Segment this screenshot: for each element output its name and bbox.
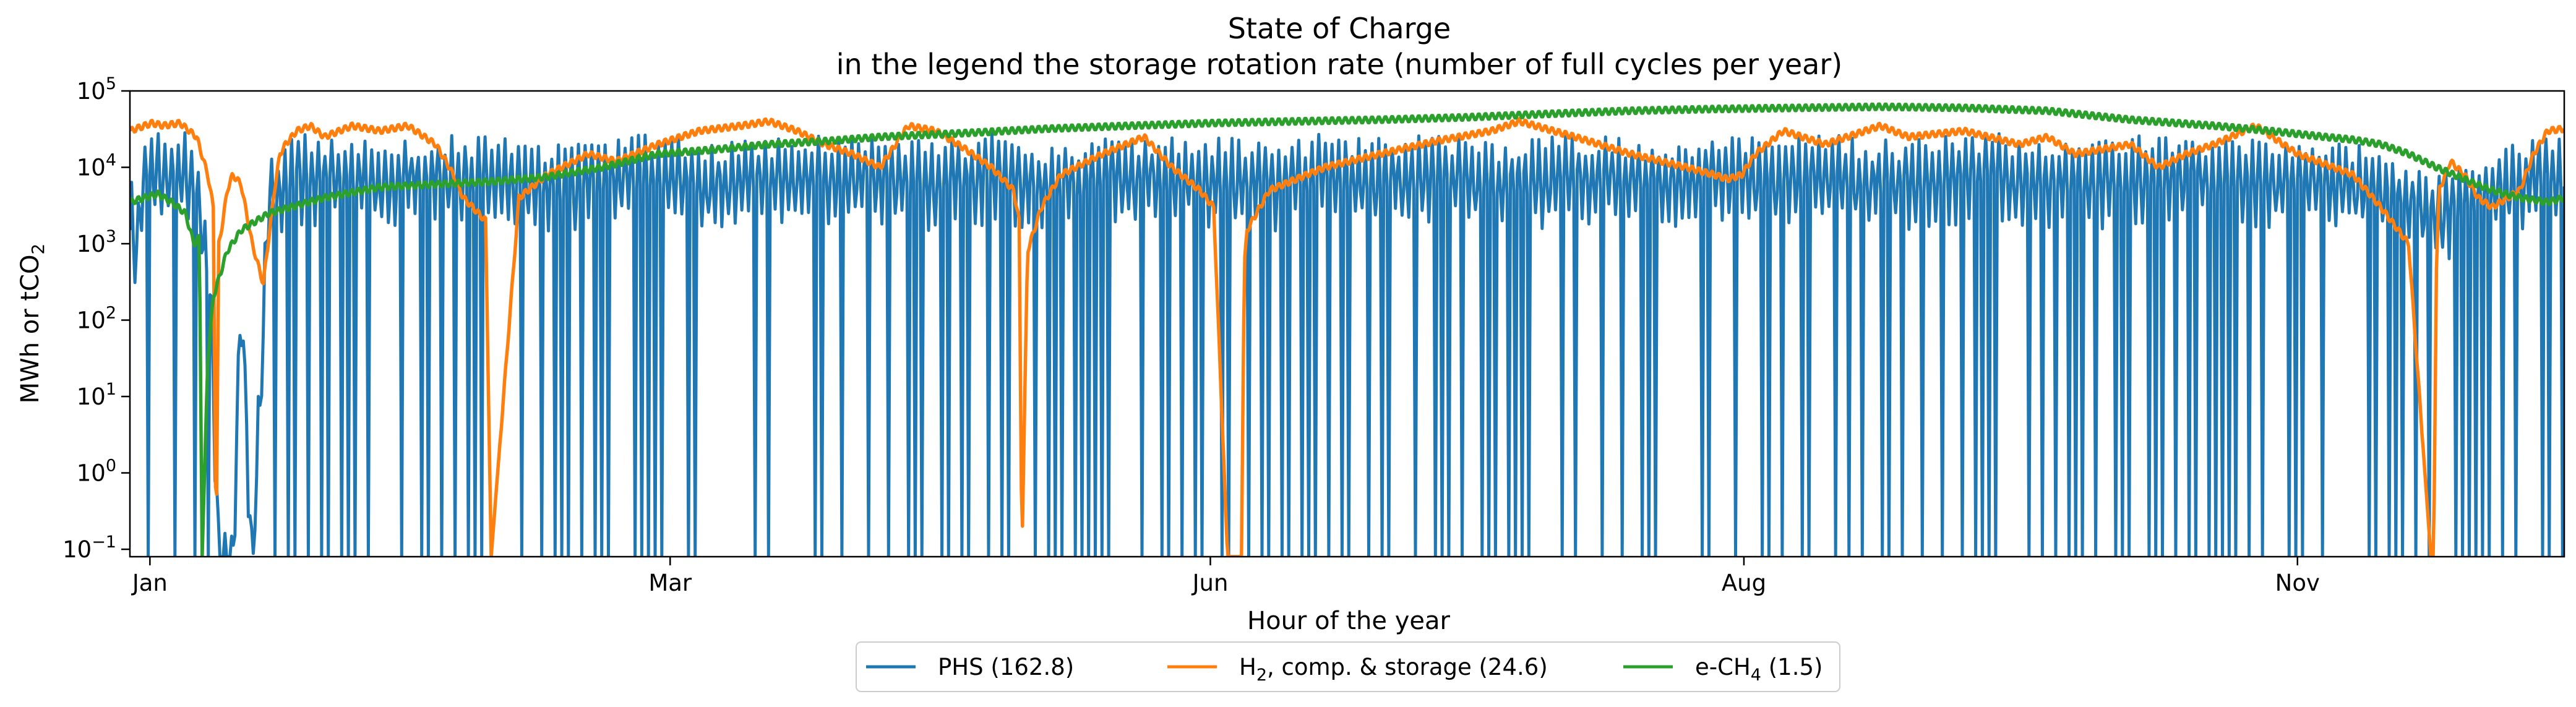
series-line-1 xyxy=(130,117,2564,557)
legend: PHS (162.8) H2, comp. & storage (24.6) e… xyxy=(856,641,1840,692)
y-tick-label-2: 101 xyxy=(77,380,116,410)
legend-label-ech4-rest: (1.5) xyxy=(1761,654,1823,680)
y-tick-label-3: 102 xyxy=(77,304,116,334)
chart-title: State of Charge xyxy=(1228,12,1451,45)
legend-label-ech4-subscript: 4 xyxy=(1751,666,1761,685)
legend-label-h2-subscript: 2 xyxy=(1256,666,1267,685)
x-axis: Jan Mar Jun Aug Nov xyxy=(131,557,2320,596)
y-tick-label-5: 104 xyxy=(77,151,116,181)
legend-label-h2-prefix: H xyxy=(1239,654,1256,680)
chart-subtitle: in the legend the storage rotation rate … xyxy=(836,48,1842,81)
legend-label-ech4-prefix: e-CH xyxy=(1695,654,1751,680)
y-axis-title: MWh or tCO2 xyxy=(16,244,48,404)
x-tick-label-3: Aug xyxy=(1722,570,1766,596)
y-axis: 10−1 100 101 102 103 104 105 xyxy=(62,74,130,563)
x-tick-label-4: Nov xyxy=(2275,570,2320,596)
legend-frame xyxy=(856,641,1840,692)
y-tick-label-4: 103 xyxy=(77,227,116,257)
plot-frame xyxy=(129,90,2565,558)
series-line-2 xyxy=(130,102,2564,557)
y-tick-label-0: 10−1 xyxy=(62,533,116,563)
legend-label-h2-rest: , comp. & storage (24.6) xyxy=(1267,654,1548,680)
series-line-0 xyxy=(130,131,2564,557)
y-tick-label-1: 100 xyxy=(77,456,116,487)
x-tick-label-2: Jun xyxy=(1191,570,1229,596)
legend-label-h2: H2, comp. & storage (24.6) xyxy=(1239,654,1548,685)
x-tick-label-0: Jan xyxy=(131,570,168,596)
y-axis-title-main: MWh or tCO xyxy=(16,254,45,403)
series-layer xyxy=(130,102,2564,557)
legend-label-ech4: e-CH4 (1.5) xyxy=(1695,654,1823,685)
y-tick-label-6: 105 xyxy=(77,74,116,105)
y-axis-title-subscript: 2 xyxy=(28,244,48,255)
legend-label-phs: PHS (162.8) xyxy=(938,654,1074,680)
x-axis-title: Hour of the year xyxy=(1247,607,1450,635)
x-tick-label-1: Mar xyxy=(648,570,692,596)
